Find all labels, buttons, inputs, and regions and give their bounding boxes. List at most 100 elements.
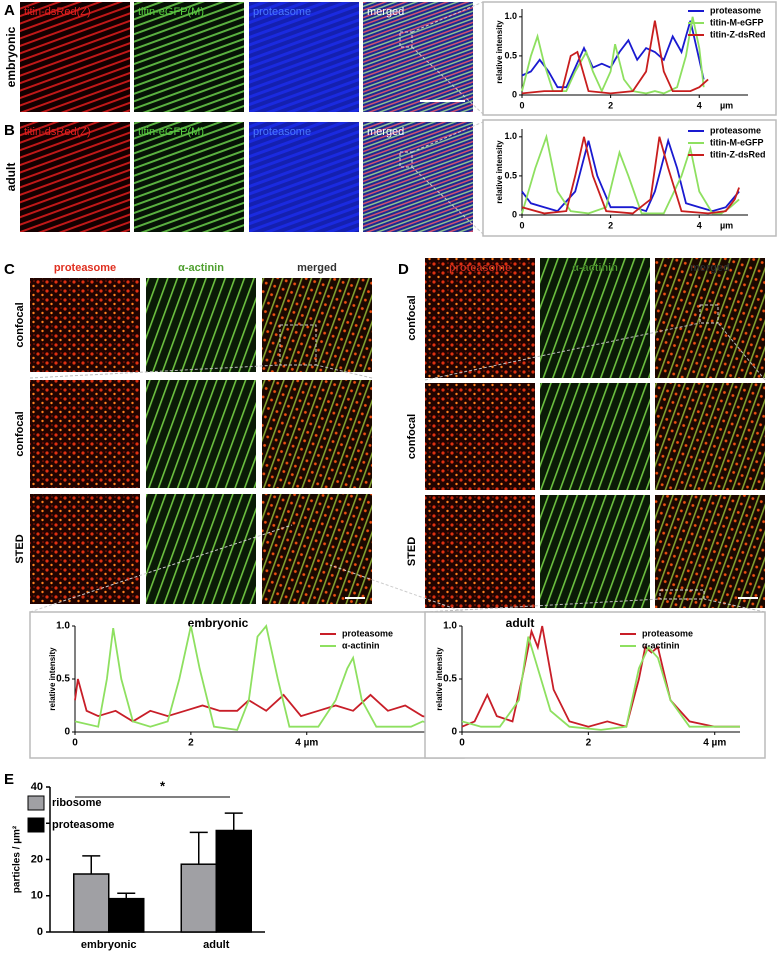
micrograph [146,278,256,372]
y-tick-label: 1.0 [443,621,457,632]
micrograph [249,2,359,112]
micrograph [134,2,244,112]
x-tick-label: 0 [72,738,78,749]
micrograph [146,380,256,488]
legend-swatch [27,795,45,811]
legend-label: proteasome [52,819,114,831]
image-label: proteasome [253,6,311,18]
profile-line [521,16,705,95]
x-tick-label: 2 [188,738,194,749]
chart-frame [424,611,766,759]
micrograph [363,2,473,112]
y-axis-label: relative intensity [495,20,504,84]
legend-label: titin-Z-dsRed [710,149,766,159]
x-tick-label: adult [203,939,230,951]
y-tick-label: 20 [31,853,43,865]
micrograph [655,258,765,378]
bar [215,829,252,933]
x-axis-label: µm [720,220,733,230]
x-tick-label: 4 [697,100,702,110]
y-tick-label: 0.5 [504,50,517,60]
legend-label: α-actinin [642,640,680,650]
profile-line [461,636,740,731]
micrograph [655,495,765,608]
panel-label: C [4,261,15,278]
zoom-box [279,324,317,366]
bar [108,897,145,933]
legend-label: titin-M-eGFP [710,17,764,27]
column-label: α-actinin [178,262,224,274]
zoom-box [699,304,719,324]
micrograph [363,122,473,232]
image-label: merged [367,6,404,18]
panel-label: A [4,2,15,19]
y-tick-label: 0 [512,209,517,219]
y-tick-label: 1.0 [56,621,70,632]
x-tick-label: 4 [697,220,702,230]
column-label: merged [297,262,337,274]
y-tick-label: 1.0 [504,11,517,21]
y-tick-label: 40 [31,781,43,793]
row-label: confocal [406,295,418,340]
column-label: proteasome [449,262,511,274]
bar [180,863,217,933]
x-tick-label: 2 [608,220,613,230]
legend-label: proteasome [710,5,761,15]
micrograph [20,2,130,112]
zoom-line [411,121,484,153]
column-label: proteasome [54,262,116,274]
micrograph [30,278,140,372]
zoom-line [29,364,281,379]
micrograph [134,122,244,232]
row-label: embryonic [4,26,18,87]
zoom-line [717,322,766,381]
image-label: titin-dsRed(Z) [24,6,91,18]
micrograph [30,494,140,604]
micrograph [655,383,765,490]
image-label: proteasome [253,126,311,138]
image-label: titin-dsRed(Z) [24,126,91,138]
profile-line [521,20,705,89]
chart-frame [29,611,465,759]
zoom-line [329,564,465,613]
micrograph [262,380,372,488]
x-axis-label: µm [720,100,733,110]
micrograph [425,383,535,490]
micrograph [540,383,650,490]
zoom-line [703,598,766,613]
profile-line [74,678,441,723]
x-tick-label: 4 µm [295,738,318,749]
micrograph [30,380,140,488]
x-tick-label: 4 µm [703,738,726,749]
row-label: STED [406,537,418,566]
x-tick-label: 0 [519,220,524,230]
zoom-box [399,31,413,48]
panel-label: D [398,261,409,278]
significance-mark: * [160,778,166,793]
micrograph [425,495,535,608]
legend-label: α-actinin [342,640,380,650]
x-tick-label: 2 [608,100,613,110]
chart-frame [482,1,777,116]
zoom-line [29,524,293,613]
micrograph [540,495,650,608]
row-label: confocal [14,302,26,347]
y-axis-label: relative intensity [495,140,504,204]
y-tick-label: 0 [451,727,457,738]
y-tick-label: 10 [31,890,43,902]
micrograph [262,494,372,604]
zoom-box [399,151,413,168]
chart-title: adult [506,616,535,630]
legend-label: titin-M-eGFP [710,137,764,147]
legend-label: proteasome [710,125,761,135]
x-tick-label: embryonic [81,939,137,951]
y-tick-label: 0 [64,727,70,738]
zoom-line [424,322,701,381]
legend-label: proteasome [342,628,393,638]
profile-line [521,20,709,95]
column-label: merged [690,262,730,274]
y-axis-label: relative intensity [48,647,57,711]
y-tick-label: 0.5 [504,170,517,180]
zoom-line [411,46,484,115]
